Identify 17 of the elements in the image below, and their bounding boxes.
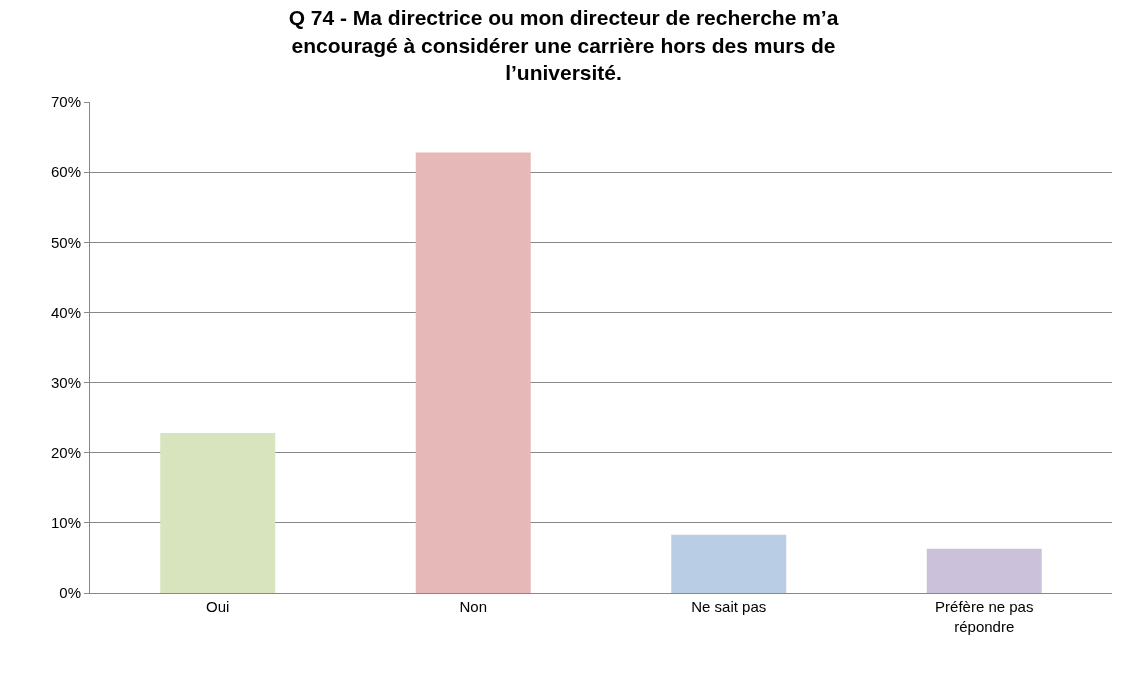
y-tick-label: 60% xyxy=(50,163,81,181)
bar xyxy=(671,534,787,593)
y-tick-label: 10% xyxy=(50,514,81,532)
bar xyxy=(160,433,276,593)
y-tick-label: 20% xyxy=(50,443,81,461)
y-tick-label: 50% xyxy=(50,233,81,251)
y-tick-label: 70% xyxy=(50,93,81,111)
x-tick-label: Ne sait pas xyxy=(691,598,767,615)
bar xyxy=(926,548,1042,593)
x-tick-label: Préfère ne pas répondre xyxy=(935,598,1034,635)
chart-title: Q 74 - Ma directrice ou mon directeur de recherche m’a encouragé à considérer une carrière hors des murs de l’université. xyxy=(288,6,839,84)
x-tick-label: Oui xyxy=(206,598,230,615)
bar xyxy=(415,152,531,593)
y-tick-label: 40% xyxy=(50,303,81,321)
x-tick-label: Non xyxy=(459,598,488,615)
y-tick-label: 0% xyxy=(59,584,81,602)
y-tick-label: 30% xyxy=(50,373,81,391)
